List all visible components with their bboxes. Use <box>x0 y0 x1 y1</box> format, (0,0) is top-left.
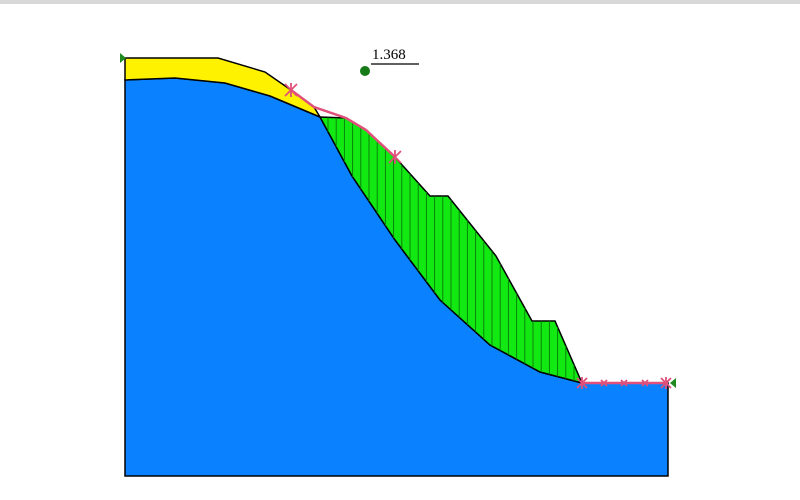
slice-lines <box>327 117 575 381</box>
bedrock-region <box>124 77 669 477</box>
right-support-triangle-marker <box>670 378 676 388</box>
slip-center-circle-dot <box>360 66 370 76</box>
cropped-header-strip <box>0 0 800 4</box>
surface-points <box>284 83 672 389</box>
ground-surface-line <box>290 88 396 158</box>
ground-point-cross-mark-icon <box>600 379 608 387</box>
ground-point-cross-mark-icon <box>620 379 628 387</box>
left-support-triangle-marker <box>120 53 126 63</box>
factor-of-safety-label: 1.368 <box>372 47 406 63</box>
ground-point-cross-mark-icon <box>641 379 649 387</box>
